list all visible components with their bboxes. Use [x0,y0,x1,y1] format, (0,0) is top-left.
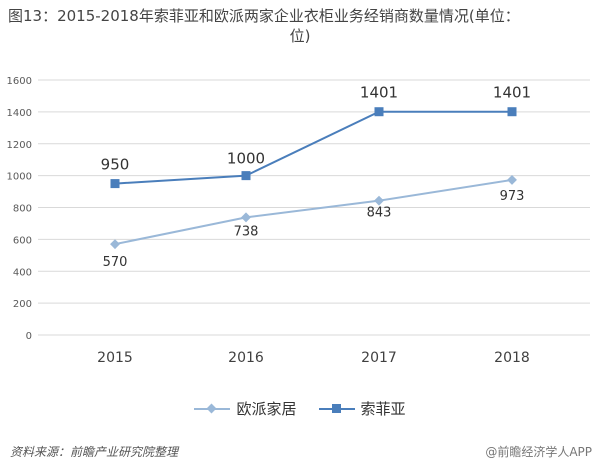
y-tick-label: 600 [13,235,32,246]
y-tick-label: 400 [13,267,32,278]
data-label-sofia: 1401 [493,84,531,102]
x-tick-label: 2016 [228,350,264,366]
legend-item-sofia: 索菲亚 [318,398,406,419]
data-point-sofia [374,107,384,117]
series-line-sofia [114,110,512,185]
y-tick-label: 200 [13,299,32,310]
grid-lines [38,79,590,336]
y-tick-label: 1200 [7,140,32,151]
data-point-sofia [110,179,120,189]
legend-swatch-oupai [194,403,231,415]
y-tick-label: 1000 [7,172,32,183]
legend-item-oupai: 欧派家居 [194,398,297,419]
data-label-oupai: 738 [234,224,259,239]
chart-title-line2: 位) [289,27,311,45]
y-tick-label: 0 [26,331,32,342]
data-point-sofia [241,171,251,181]
series-line-oupai [114,178,513,246]
source-note: 资料来源：前瞻产业研究院整理 [10,445,179,459]
data-label-oupai: 973 [500,189,525,204]
watermark-text: @前瞻经济学人APP [485,445,592,459]
legend-label-sofia: 索菲亚 [360,400,406,418]
data-label-oupai: 570 [103,255,128,270]
data-label-sofia: 950 [101,156,130,174]
data-point-oupai [241,212,251,223]
legend-swatch-sofia [318,403,355,415]
chart-title: 图13：2015-2018年索菲亚和欧派两家企业衣柜业务经销商数量情况(单位： … [8,6,592,46]
chart-title-line1: 图13：2015-2018年索菲亚和欧派两家企业衣柜业务经销商数量情况(单位： [8,7,520,25]
data-point-sofia [507,107,517,117]
x-tick-label: 2015 [97,350,133,366]
data-label-sofia: 1401 [360,84,398,102]
data-point-oupai [507,174,517,185]
chart-legend: 欧派家居 索菲亚 [0,398,600,419]
data-labels: 570 738 843 973 950 1000 1401 1401 [101,84,531,270]
data-point-oupai [374,195,384,206]
data-label-oupai: 843 [367,206,392,221]
x-tick-label: 2018 [494,350,530,366]
x-axis-ticks: 2015 2016 2017 2018 [97,350,530,366]
y-tick-label: 800 [13,204,32,215]
data-point-oupai [110,239,120,250]
y-tick-label: 1400 [7,108,32,119]
x-tick-label: 2017 [361,350,397,366]
series-lines [110,107,517,250]
y-axis-ticks: 0 200 400 600 800 1000 1200 1400 1600 [7,76,32,342]
data-label-sofia: 1000 [227,150,265,168]
legend-label-oupai: 欧派家居 [236,400,297,418]
y-tick-label: 1600 [7,76,32,87]
